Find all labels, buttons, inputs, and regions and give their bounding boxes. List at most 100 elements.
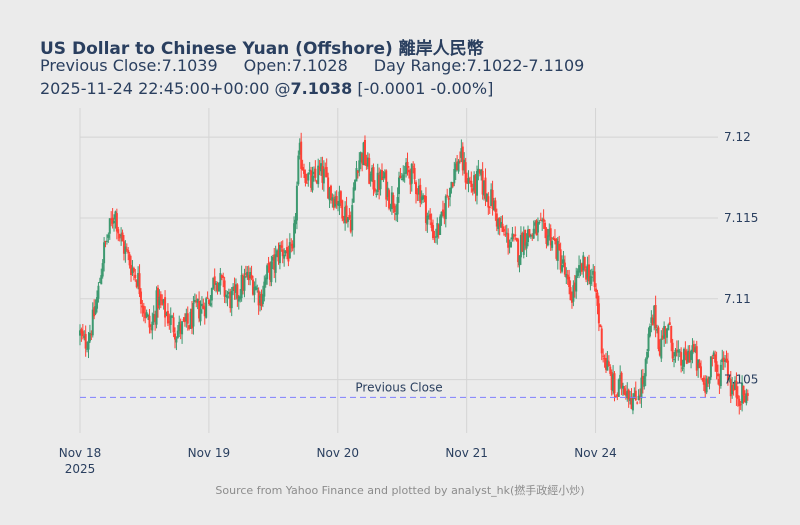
candle-down: [392, 195, 395, 209]
candle-down: [623, 388, 626, 395]
candle-down: [125, 248, 128, 250]
candle-down: [738, 398, 741, 407]
candle-up: [650, 317, 653, 323]
candle-down: [242, 275, 245, 291]
candle-up: [155, 290, 158, 325]
candle-up: [556, 241, 559, 261]
candle-up: [196, 298, 199, 303]
candle-up: [337, 203, 340, 206]
candle-down: [542, 218, 545, 222]
candle-up: [592, 270, 595, 275]
candle-up: [355, 168, 358, 182]
candle-up: [453, 169, 456, 184]
candle-up: [426, 215, 429, 225]
candle-down: [183, 317, 186, 323]
candle-up: [500, 222, 503, 228]
candle-up: [239, 296, 242, 300]
candle-down: [250, 274, 253, 279]
x-axis: Nov 18 2025 Nov 19 Nov 20 Nov 21 Nov 24: [59, 446, 617, 476]
candle-down: [610, 372, 613, 391]
candle-up: [674, 349, 677, 357]
candle-up: [541, 220, 544, 222]
candle-down: [168, 321, 171, 324]
previous-close-line: Previous Close: [80, 380, 718, 398]
candle-down: [273, 254, 276, 270]
candle-up: [158, 296, 161, 306]
price-change: [-0.0001 -0.00%]: [357, 79, 494, 98]
previous-close-label: Previous Close: [355, 380, 442, 394]
candle-down: [701, 378, 704, 381]
candle-down: [654, 305, 657, 329]
candle-up: [162, 299, 165, 304]
candle-down: [671, 342, 674, 359]
candle-down: [164, 297, 167, 318]
candle-down: [600, 328, 603, 354]
candle-up: [147, 314, 150, 316]
candle-up: [317, 165, 320, 185]
candle-down: [80, 329, 83, 334]
candle-up: [212, 277, 215, 289]
candle-down: [305, 182, 308, 184]
candle-up: [606, 360, 609, 371]
candle-up: [473, 175, 476, 190]
candle-up: [477, 168, 480, 173]
candle-up: [644, 359, 647, 377]
candle-down: [558, 243, 561, 251]
candle-down: [368, 157, 371, 184]
x-tick-label: Nov 20: [317, 446, 360, 460]
candle-up: [254, 286, 257, 291]
candle-down: [684, 350, 687, 356]
candle-down: [627, 389, 630, 400]
candle-up: [396, 197, 399, 215]
candle-up: [219, 273, 222, 286]
candle-down: [451, 182, 454, 187]
candle-up: [178, 321, 181, 331]
candle-up: [582, 255, 585, 271]
candle-up: [709, 356, 712, 378]
candle-down: [494, 200, 497, 212]
candle-up: [586, 264, 589, 278]
candle-up: [253, 286, 256, 295]
candle-down: [365, 162, 368, 166]
candle-up: [665, 329, 668, 338]
candle-down: [501, 223, 504, 232]
candle-down: [321, 166, 324, 183]
candle-down: [329, 185, 332, 199]
candle-down: [695, 346, 698, 371]
candle-down: [206, 297, 209, 299]
candle-up: [643, 375, 646, 387]
candle-up: [745, 393, 748, 404]
candle-up: [185, 313, 188, 322]
candle-up: [561, 265, 564, 272]
candle-down: [154, 314, 157, 322]
candle-up: [91, 309, 94, 336]
candle-up: [525, 242, 528, 249]
candle-up: [382, 176, 385, 178]
candle-down: [424, 196, 427, 223]
candle-down: [471, 188, 474, 192]
candle-down: [363, 140, 366, 164]
candle-down: [117, 229, 120, 234]
candle-down: [568, 276, 571, 288]
y-tick-label: 7.12: [724, 130, 751, 144]
candle-up: [480, 169, 483, 176]
candle-down: [458, 160, 461, 162]
candle-up: [522, 232, 525, 255]
candle-up: [518, 255, 521, 266]
candle-up: [631, 398, 634, 411]
candle-down: [135, 280, 138, 288]
candle-down: [437, 224, 440, 236]
candle-up: [589, 276, 592, 285]
candle-up: [320, 163, 323, 172]
candle-down: [704, 383, 707, 393]
candle-down: [604, 358, 607, 370]
candle-down: [539, 219, 542, 221]
candle-up: [660, 338, 663, 359]
candle-up: [389, 207, 392, 209]
candle-down: [93, 307, 96, 317]
candles: [79, 132, 749, 415]
x-tick-label: Nov 24: [574, 446, 617, 460]
candle-down: [507, 233, 510, 248]
candle-up: [463, 159, 466, 171]
